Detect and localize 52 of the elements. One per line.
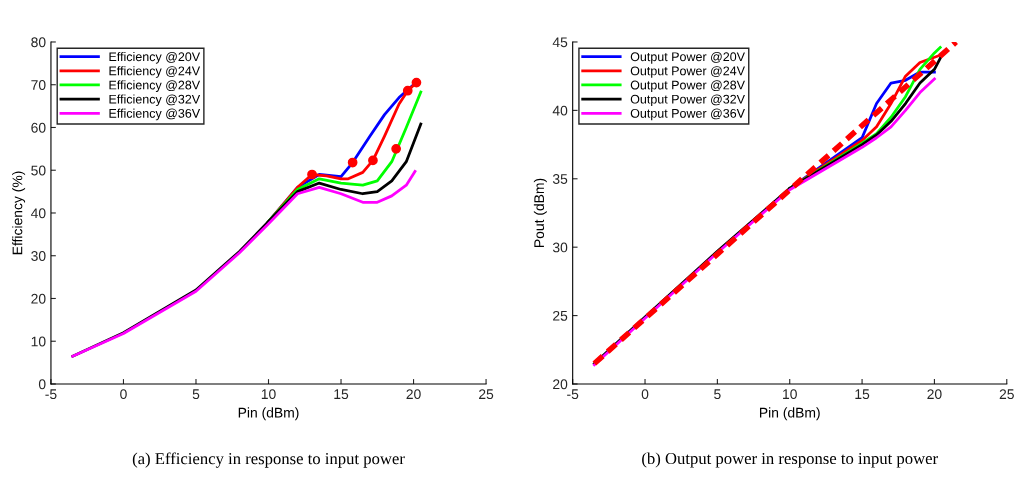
y-tick-label: 45 [552,37,568,48]
y-tick-label: 20 [31,293,46,304]
y-axis-title: Pout (dBm) [533,178,547,247]
text: (a) Efficiency in response to input power [132,452,405,468]
y-tick-label: 10 [31,336,46,347]
x-tick-label: 25 [479,389,494,400]
y-tick-label: 70 [31,80,46,90]
y-tick-label: 25 [553,310,568,321]
y-tick-label: 50 [31,165,46,176]
x-tick-label: 20 [927,389,942,400]
legend-label: Output Power @32V [630,94,745,107]
legend-label: Efficiency @28V [109,80,201,92]
x-tick-label: 10 [261,389,276,400]
legend-label: Output Power @20V [630,51,745,64]
y-tick-label: 20 [553,379,568,390]
x-tick-label: 15 [334,389,349,400]
x-axis-title: Pin (dBm) [760,407,820,421]
y-tick-label: 35 [552,174,568,184]
y-tick-label: 80 [31,37,46,48]
y-tick-label: 30 [552,242,568,253]
x-tick-label: 5 [192,389,200,400]
legend-label: Efficiency @24V [109,66,201,78]
x-tick-label: 15 [855,389,870,400]
y-tick-label: 60 [31,122,46,133]
legend-label: Efficiency @20V [109,51,201,64]
x-tick-label: 25 [999,389,1014,400]
legend-label: Output Power @36V [630,108,745,121]
x-axis-title: Pin (dBm) [238,407,299,421]
legend-label: Output Power @28V [630,80,745,92]
x-tick-label: -5 [567,389,579,400]
point [411,77,422,88]
x-tick-label: 10 [783,389,797,400]
legend-label: Efficiency @32V [109,94,201,107]
x-tick-label: 5 [714,389,721,400]
y-tick-label: 0 [38,379,46,390]
text: (b) Output power in response to input power [642,452,938,468]
point [368,155,378,166]
x-tick-label: 0 [120,389,127,400]
point [347,157,358,168]
point [391,143,402,154]
legend-label: Efficiency @36V [109,108,201,121]
y-tick-label: 40 [552,105,568,116]
legend-label: Output Power @24V [630,66,745,78]
point [402,85,413,96]
y-tick-label: 40 [30,208,46,219]
x-tick-label: 20 [406,389,421,400]
point [307,169,317,180]
x-tick-label: -5 [45,389,57,400]
y-axis-title: Efficiency (%) [12,171,26,255]
line-series [71,170,417,358]
y-tick-label: 30 [31,251,46,261]
x-tick-label: 0 [641,389,649,400]
